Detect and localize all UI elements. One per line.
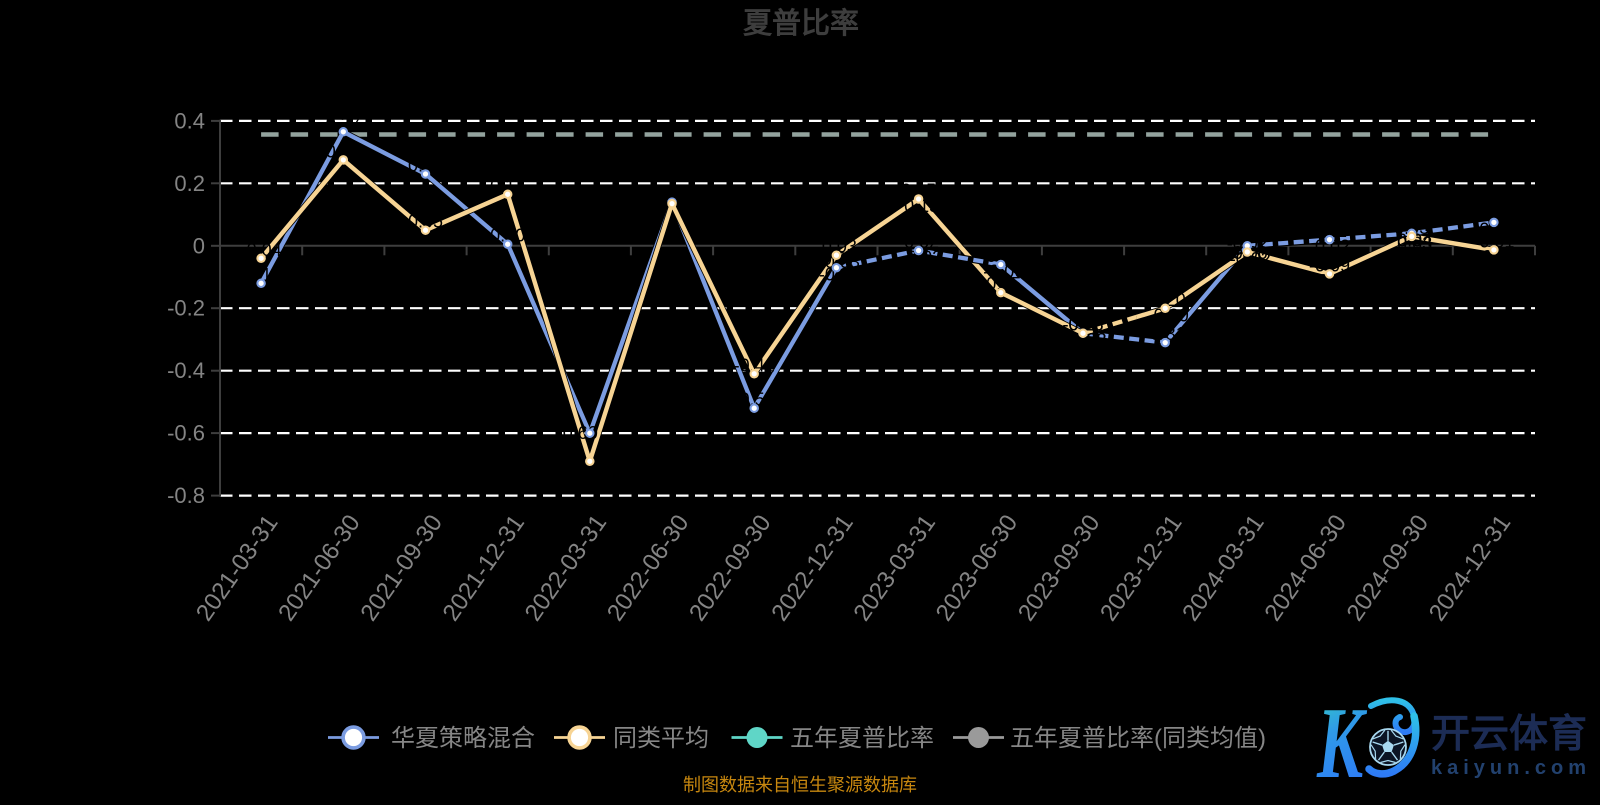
svg-text:-0.60: -0.60: [557, 423, 598, 443]
svg-text:0.00: 0.00: [1230, 227, 1265, 247]
svg-text:-0.06: -0.06: [980, 246, 1021, 266]
svg-text:0.2: 0.2: [174, 171, 205, 196]
svg-text:K: K: [1316, 686, 1368, 799]
svg-text:-0.03: -0.03: [816, 237, 857, 257]
svg-text:-0.6: -0.6: [167, 421, 205, 446]
svg-text:-0.28: -0.28: [1065, 330, 1106, 350]
svg-text:0.02: 0.02: [1312, 221, 1347, 241]
svg-text:0: 0: [193, 233, 205, 258]
svg-text:夏普比率: 夏普比率: [743, 6, 859, 40]
svg-text:-0.09: -0.09: [1312, 271, 1353, 291]
svg-text:0.14: 0.14: [654, 185, 689, 205]
svg-text:-0.2: -0.2: [167, 296, 205, 321]
svg-text:0.05: 0.05: [408, 212, 443, 232]
svg-text:-0.03: -0.03: [819, 252, 860, 272]
svg-text:-0.4: -0.4: [167, 358, 205, 383]
svg-text:0.17: 0.17: [490, 176, 525, 196]
svg-text:五年夏普比率: 五年夏普比率: [790, 725, 934, 752]
svg-text:开云体育: 开云体育: [1431, 713, 1587, 756]
svg-text:-0.02: -0.02: [898, 232, 939, 252]
svg-text:华夏策略混合: 华夏策略混合: [391, 725, 535, 752]
svg-text:-0.31: -0.31: [1148, 340, 1189, 360]
svg-text:同类平均: 同类平均: [613, 725, 709, 752]
svg-text:制图数据来自恒生聚源数据库: 制图数据来自恒生聚源数据库: [683, 775, 917, 795]
svg-text:0.15: 0.15: [904, 196, 939, 216]
svg-text:-0.20: -0.20: [1145, 290, 1186, 310]
svg-text:-0.12: -0.12: [241, 265, 282, 285]
svg-text:-0.20: -0.20: [1148, 305, 1189, 325]
svg-text:五年夏普比率(同类均值): 五年夏普比率(同类均值): [1010, 725, 1266, 752]
svg-text:-0.01: -0.01: [1473, 231, 1514, 251]
svg-text:-0.28: -0.28: [1065, 330, 1106, 350]
svg-text:-0.02: -0.02: [901, 248, 942, 268]
svg-text:0.00: 0.00: [490, 226, 525, 246]
svg-text:0.14: 0.14: [654, 184, 689, 204]
svg-text:-0.01: -0.01: [1476, 247, 1517, 267]
svg-text:0.27: 0.27: [326, 141, 361, 161]
svg-text:kaiyun.com: kaiyun.com: [1431, 757, 1591, 779]
svg-text:-0.02: -0.02: [1230, 249, 1271, 269]
svg-text:-0.09: -0.09: [1309, 255, 1350, 275]
svg-text:-0.04: -0.04: [241, 240, 282, 260]
svg-text:0.23: 0.23: [408, 156, 443, 176]
svg-text:0.08: 0.08: [1479, 219, 1514, 239]
svg-text:0.08: 0.08: [1476, 204, 1511, 224]
svg-text:0.37: 0.37: [326, 113, 361, 133]
svg-text:-0.28: -0.28: [1062, 315, 1103, 335]
svg-text:-0.31: -0.31: [1145, 324, 1186, 344]
svg-text:-0.52: -0.52: [734, 390, 775, 410]
svg-text:0.04: 0.04: [1394, 215, 1429, 235]
svg-text:0.4: 0.4: [174, 108, 205, 133]
svg-text:-0.07: -0.07: [819, 265, 860, 285]
svg-text:-0.8: -0.8: [167, 483, 205, 508]
svg-text:0.15: 0.15: [901, 181, 936, 201]
svg-text:0.02: 0.02: [1315, 237, 1350, 257]
svg-text:-0.28: -0.28: [1062, 315, 1103, 335]
svg-text:0.04: 0.04: [1397, 230, 1432, 250]
svg-text:0.03: 0.03: [1394, 218, 1429, 238]
svg-text:-0.06: -0.06: [983, 262, 1024, 282]
svg-text:-0.15: -0.15: [980, 274, 1021, 294]
svg-text:-0.41: -0.41: [734, 355, 775, 375]
svg-text:0.03: 0.03: [1397, 233, 1432, 253]
